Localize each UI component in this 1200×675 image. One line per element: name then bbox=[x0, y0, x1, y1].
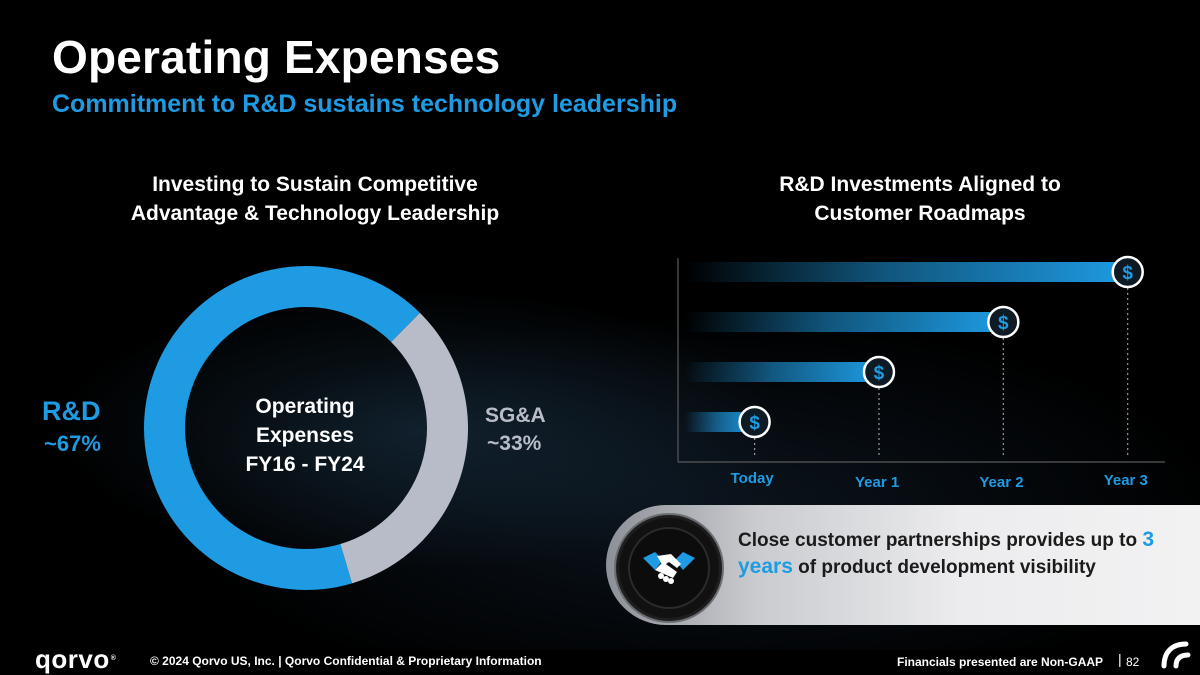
rd-slice-percent: ~67% bbox=[44, 431, 101, 456]
left-heading-line2: Advantage & Technology Leadership bbox=[130, 202, 500, 225]
callout-text-before: Close customer partnerships provides up … bbox=[738, 530, 1143, 551]
roadmap-bar-3 bbox=[685, 262, 1128, 282]
dollar-marker-1 bbox=[862, 355, 896, 389]
donut-center-line1: Operating bbox=[255, 395, 355, 418]
roadmap-tick-2: Year 2 bbox=[979, 474, 1024, 491]
donut-center-line2: Expenses bbox=[255, 424, 355, 447]
dollar-symbol-3: $ bbox=[1122, 263, 1133, 284]
callout-icon-badge bbox=[616, 515, 722, 621]
donut-slice-rd bbox=[144, 266, 420, 590]
roadmap-tick-3: Year 3 bbox=[1103, 472, 1148, 489]
logo-registered-mark: ® bbox=[110, 655, 117, 662]
right-heading-line1: R&D Investments Aligned to bbox=[779, 173, 1061, 196]
footer-copyright: © 2024 Qorvo US, Inc. | Qorvo Confidenti… bbox=[150, 654, 542, 668]
logo-text: qorvo bbox=[35, 644, 110, 674]
qorvo-logo: qorvo® bbox=[35, 646, 117, 672]
right-heading-line2: Customer Roadmaps bbox=[814, 202, 1026, 225]
roadmap-bar-1 bbox=[685, 362, 879, 382]
roadmap-tick-0: Today bbox=[730, 470, 774, 487]
left-heading-line1: Investing to Sustain Competitive bbox=[152, 173, 478, 196]
dollar-marker-2 bbox=[987, 305, 1020, 339]
sga-slice-percent: ~33% bbox=[487, 432, 542, 455]
donut-center-label: Operating Expenses FY16 - FY24 bbox=[205, 392, 405, 479]
page-number: 82 bbox=[1126, 655, 1140, 669]
left-panel-heading: Investing to Sustain Competitive Advanta… bbox=[60, 170, 570, 228]
donut-slice-sga bbox=[340, 312, 468, 584]
dollar-symbol-2: $ bbox=[998, 313, 1009, 334]
donut-center-line3: FY16 - FY24 bbox=[245, 453, 365, 476]
dollar-marker-3 bbox=[1111, 255, 1144, 289]
qorvo-mark-icon bbox=[1161, 641, 1191, 669]
handshake-icon bbox=[643, 552, 695, 584]
footer-separator: | bbox=[1118, 651, 1122, 667]
page-title: Operating Expenses bbox=[52, 31, 501, 83]
footer-note: Financials presented are Non-GAAP bbox=[897, 655, 1104, 669]
roadmap-bar-0 bbox=[685, 412, 755, 432]
sga-slice-name: SG&A bbox=[485, 404, 546, 427]
rd-slice-name: R&D bbox=[42, 396, 101, 426]
dollar-symbol-1: $ bbox=[874, 363, 885, 384]
callout-text: Close customer partnerships provides up … bbox=[738, 527, 1178, 581]
callout-highlight: 3 years bbox=[738, 528, 1155, 578]
page-subtitle: Commitment to R&D sustains technology le… bbox=[52, 90, 678, 118]
dollar-marker-0 bbox=[738, 405, 771, 439]
callout-text-after: of product development visibility bbox=[792, 557, 1096, 578]
roadmap-tick-1: Year 1 bbox=[854, 474, 900, 491]
roadmap-bar-2 bbox=[685, 312, 1004, 332]
dollar-symbol-0: $ bbox=[749, 413, 760, 434]
right-panel-heading: R&D Investments Aligned to Customer Road… bbox=[660, 170, 1180, 228]
